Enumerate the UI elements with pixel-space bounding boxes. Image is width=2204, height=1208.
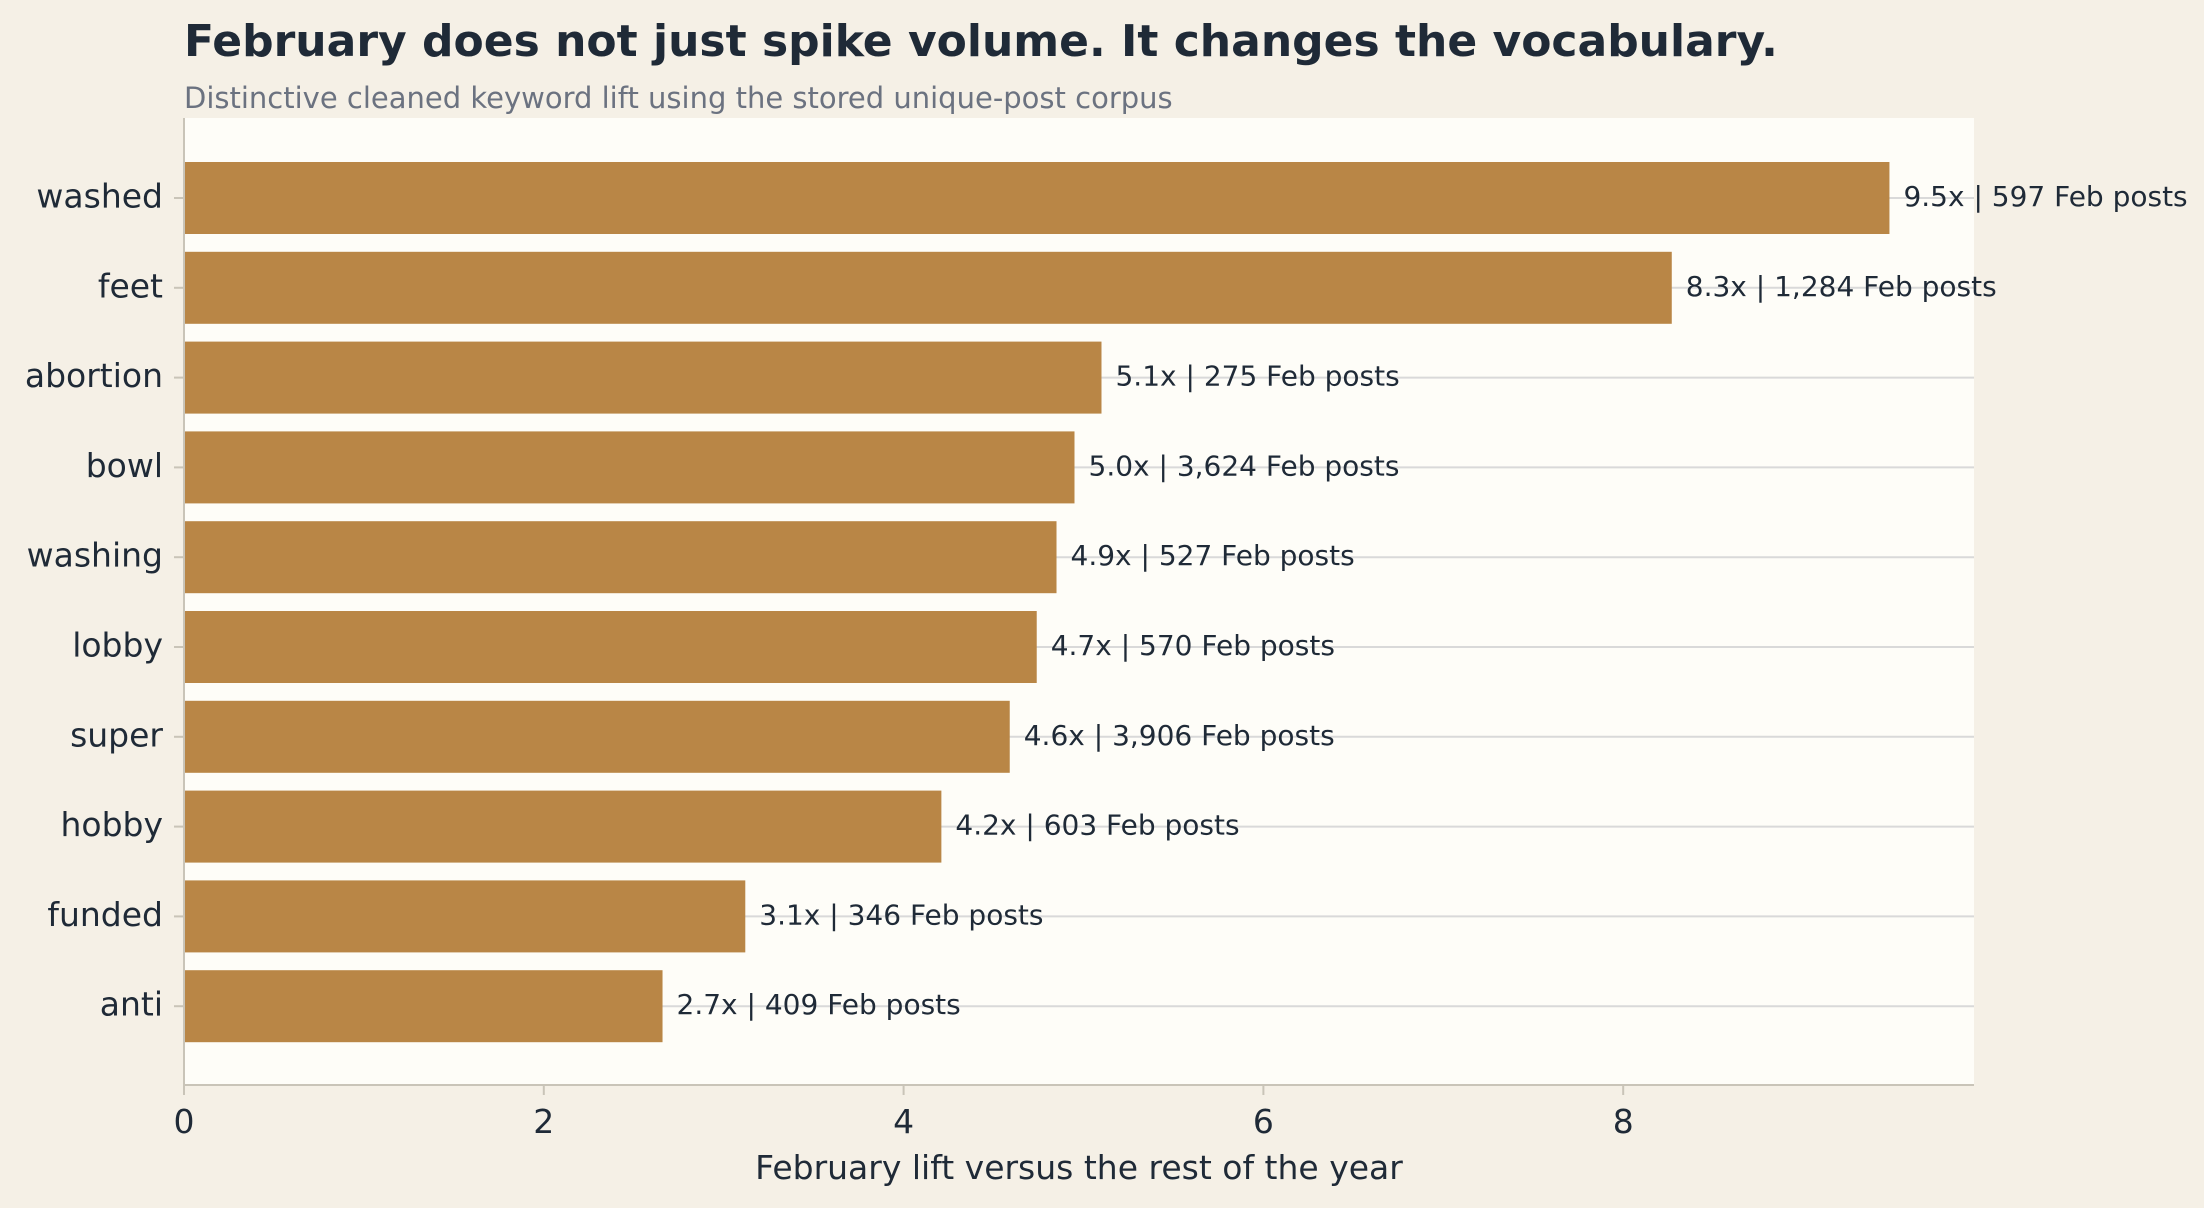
category-label-super: super [70, 715, 163, 754]
bar-abortion [184, 341, 1102, 414]
x-axis-label: February lift versus the rest of the yea… [755, 1148, 1403, 1187]
chart-title: February does not just spike volume. It … [184, 16, 1778, 67]
category-label-washed: washed [36, 177, 163, 216]
category-label-lobby: lobby [72, 626, 163, 665]
data-label-feet: 8.3x | 1,284 Feb posts [1686, 270, 1997, 303]
bars [184, 162, 1890, 1043]
bar-feet [184, 251, 1672, 324]
bar-anti [184, 970, 663, 1043]
category-label-abortion: abortion [25, 356, 163, 395]
bar-washing [184, 521, 1057, 594]
data-label-funded: 3.1x | 346 Feb posts [759, 898, 1043, 931]
category-label-anti: anti [100, 985, 163, 1024]
data-label-washing: 4.9x | 527 Feb posts [1071, 539, 1355, 572]
data-label-anti: 2.7x | 409 Feb posts [677, 988, 961, 1021]
x-tick-label: 6 [1253, 1102, 1274, 1141]
x-tick-label: 8 [1613, 1102, 1634, 1141]
category-label-feet: feet [98, 266, 163, 305]
category-label-funded: funded [47, 895, 163, 934]
x-tick-label: 4 [893, 1102, 914, 1141]
category-label-bowl: bowl [86, 446, 163, 485]
data-labels: 9.5x | 597 Feb posts 8.3x | 1,284 Feb pos… [677, 180, 2188, 1021]
bar-lobby [184, 611, 1037, 683]
bar-super [184, 700, 1010, 773]
x-tick-label: 2 [533, 1102, 554, 1141]
bar-washed [184, 162, 1890, 234]
category-label-hobby: hobby [60, 805, 163, 844]
axes: 0 2 4 6 8 [174, 118, 1974, 1141]
data-label-super: 4.6x | 3,906 Feb posts [1024, 719, 1335, 752]
bar-funded [184, 880, 746, 953]
bar-hobby [184, 790, 942, 863]
x-tick-label: 0 [174, 1102, 195, 1141]
data-label-washed: 9.5x | 597 Feb posts [1903, 180, 2187, 213]
data-label-lobby: 4.7x | 570 Feb posts [1051, 629, 1335, 662]
category-label-washing: washing [27, 536, 163, 575]
bar-bowl [184, 431, 1075, 504]
chart-subtitle: Distinctive cleaned keyword lift using t… [184, 81, 1173, 115]
category-labels: washed feet abortion bowl washing lobby super h… [25, 177, 164, 1024]
data-label-hobby: 4.2x | 603 Feb posts [955, 809, 1239, 842]
data-label-bowl: 5.0x | 3,624 Feb posts [1089, 449, 1400, 482]
data-label-abortion: 5.1x | 275 Feb posts [1115, 360, 1399, 393]
